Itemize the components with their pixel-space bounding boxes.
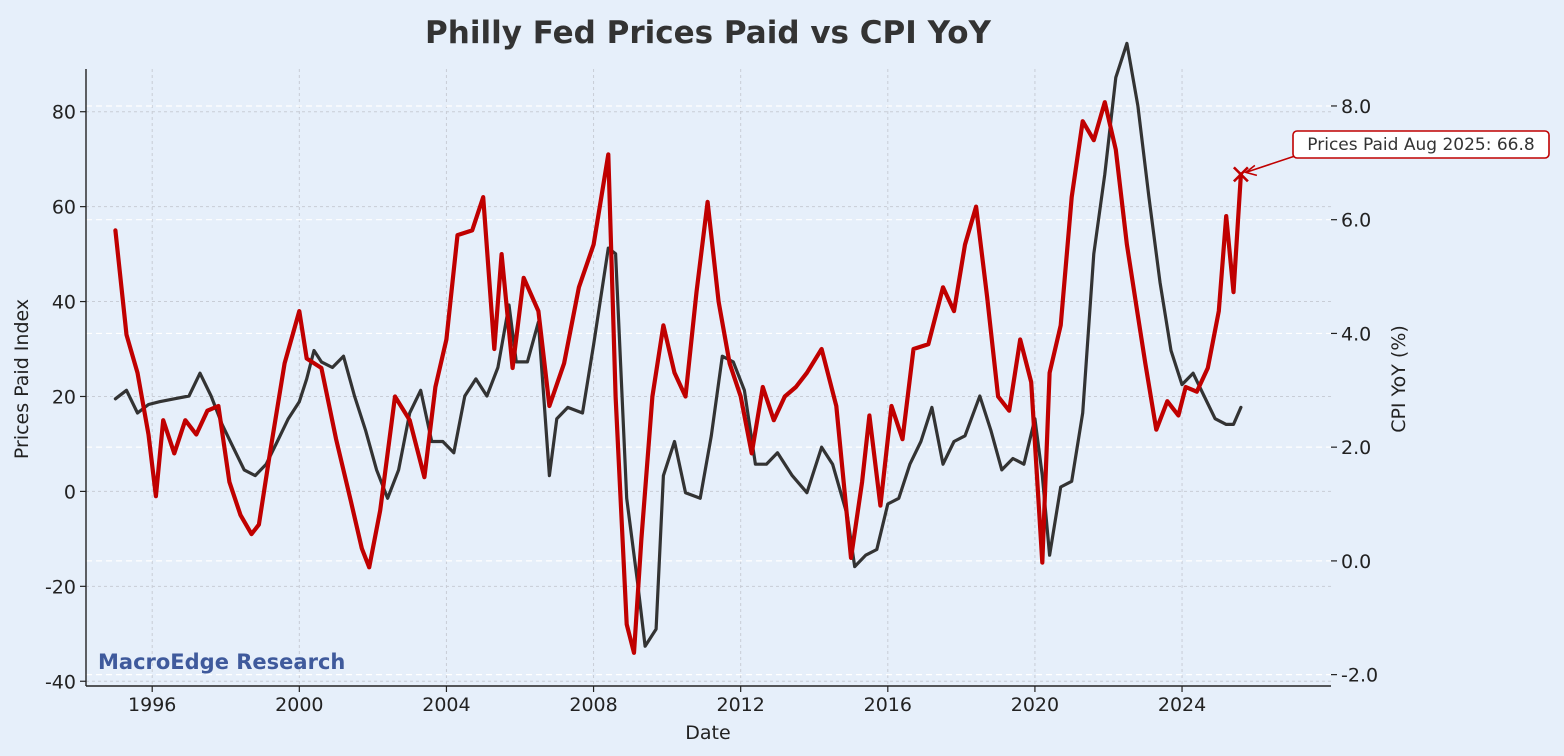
x-tick-label: 2000 xyxy=(275,694,323,716)
y2-tick-label: -2.0 xyxy=(1341,665,1378,687)
axes-layer: 1996 2000 2004 2008 2012 2016 2020 2024 -40 -20 0 2… xyxy=(45,69,1378,716)
series-layer xyxy=(113,41,1244,655)
x-tick-label: 2004 xyxy=(422,694,470,716)
watermark-text: MacroEdge Research xyxy=(98,650,345,674)
x-tick-label: 2008 xyxy=(569,694,617,716)
y-tick-label: 80 xyxy=(52,102,76,124)
y2-axis-label: CPI YoY (%) xyxy=(1388,325,1410,433)
chart-title: Philly Fed Prices Paid vs CPI YoY xyxy=(425,15,991,51)
x-tick-label: 2012 xyxy=(717,694,765,716)
annotation-arrow xyxy=(1245,155,1296,174)
y2-tick-label: 0.0 xyxy=(1341,551,1371,573)
cpi-yoy-line xyxy=(113,41,1243,648)
annotation-box xyxy=(1292,130,1550,159)
y-tick-label: -40 xyxy=(45,671,76,693)
y2-tick-label: 4.0 xyxy=(1341,323,1371,345)
y-tick-label: 20 xyxy=(52,386,76,408)
x-tick-label: 1996 xyxy=(128,694,176,716)
annotation-arrowhead xyxy=(1244,164,1258,177)
y-tick-label: 40 xyxy=(52,292,76,314)
annotation-text: Prices Paid Aug 2025: 66.8 xyxy=(1307,135,1534,155)
x-axis-label: Date xyxy=(685,722,730,744)
y2-tick-label: 8.0 xyxy=(1341,96,1371,118)
annotation-marker xyxy=(1232,166,1249,183)
y-tick-label: -20 xyxy=(45,576,76,598)
y-axis-label: Prices Paid Index xyxy=(11,299,33,459)
x-tick-label: 2024 xyxy=(1158,694,1206,716)
annotation-layer: Prices Paid Aug 2025: 66.8 xyxy=(1232,130,1550,183)
prices-paid-line xyxy=(113,100,1244,655)
y2-tick-label: 6.0 xyxy=(1341,210,1371,232)
y-tick-label: 60 xyxy=(52,197,76,219)
x-tick-label: 2020 xyxy=(1011,694,1059,716)
y-tick-label: 0 xyxy=(64,481,76,503)
y2-tick-label: 2.0 xyxy=(1341,437,1371,459)
x-tick-label: 2016 xyxy=(864,694,912,716)
